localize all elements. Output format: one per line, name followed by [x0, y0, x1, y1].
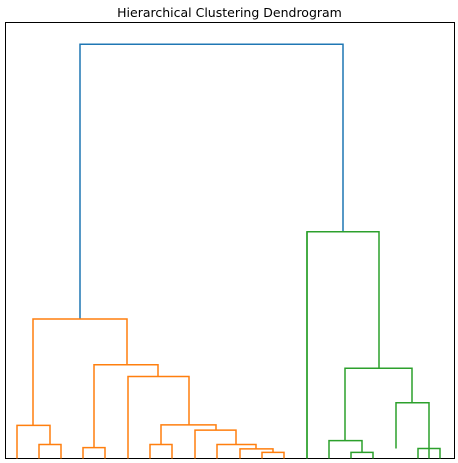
dendrogram-link-c2_r2	[328, 439, 363, 459]
dendrogram-link-c1_top	[32, 318, 128, 426]
dendrogram-link-c1_left	[16, 424, 51, 459]
dendrogram-link-c1_right	[93, 364, 159, 448]
dendrogram-link-c1_r_big	[127, 375, 190, 459]
dendrogram-link-c1_rb4	[194, 429, 237, 459]
dendrogram-link-c1_rb5	[216, 443, 257, 459]
dendrogram-link-c1_rb3	[149, 443, 173, 459]
dendrogram-link-c1_l2	[38, 443, 62, 459]
dendrogram-link-c1_rb2	[160, 424, 217, 445]
dendrogram-link-c1_rb6	[239, 448, 274, 459]
dendrogram-link-c2_r3	[395, 401, 430, 459]
dendrogram-link-c2_r5	[417, 447, 441, 459]
dendrogram-link-c2_r4	[350, 451, 374, 459]
dendrogram-link-c2_top	[306, 231, 380, 459]
dendrogram-link-root	[79, 43, 344, 319]
chart-title: Hierarchical Clustering Dendrogram	[117, 5, 342, 20]
links-layer	[16, 43, 441, 459]
dendrogram-link-c1_rb7	[261, 451, 285, 459]
axes-frame	[5, 22, 455, 459]
dendrogram-link-c1_r_small	[82, 446, 106, 459]
dendrogram-link-c2_right	[344, 367, 413, 441]
